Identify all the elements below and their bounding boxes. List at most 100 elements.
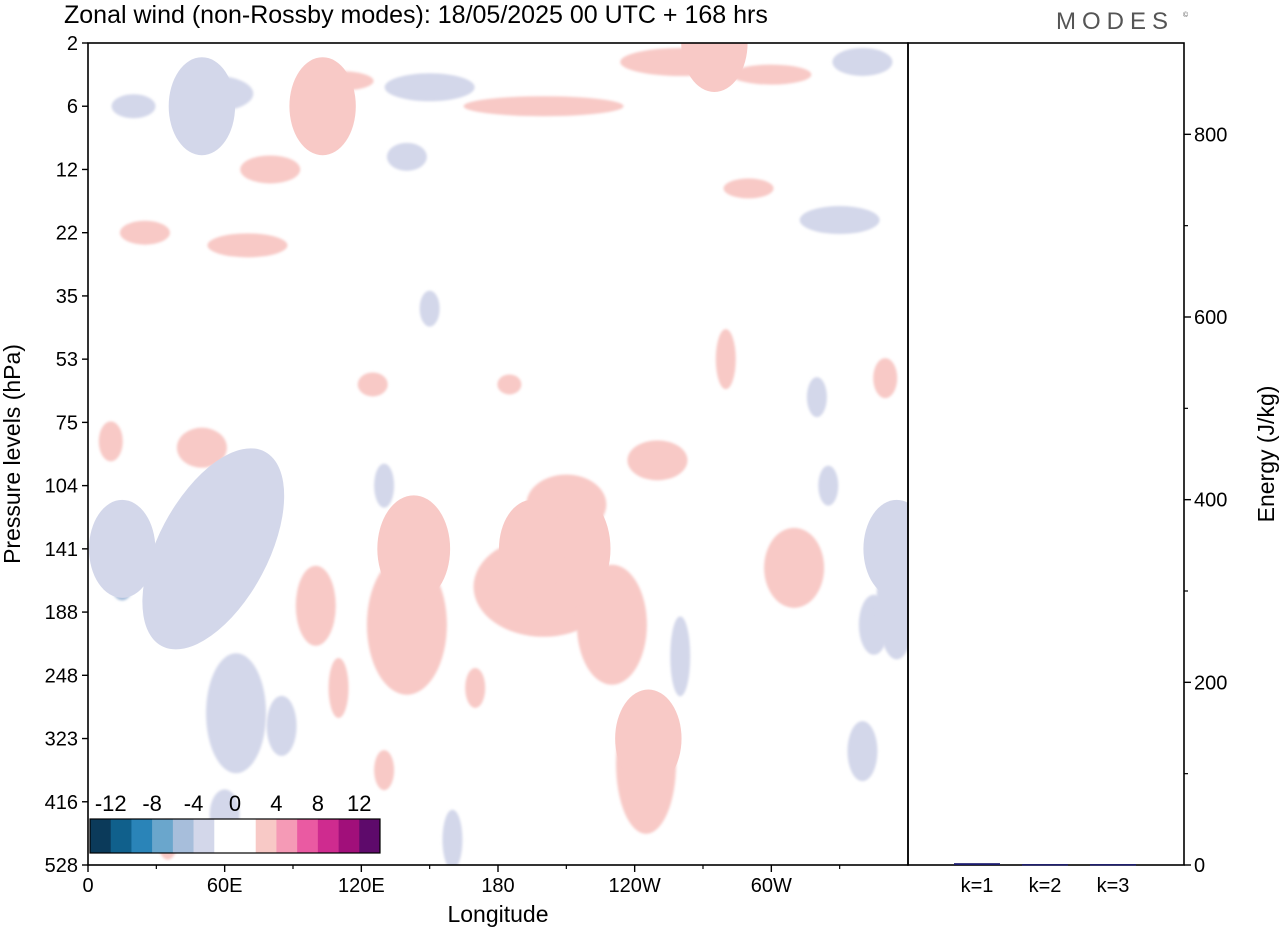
y-tick-label: 188 (45, 602, 78, 624)
contour-level (681, 43, 748, 92)
contour-patch (207, 233, 288, 258)
contour-level (142, 448, 285, 650)
contour-level (377, 495, 451, 603)
energy-bar (1090, 864, 1136, 866)
energy-bar-label: k=1 (961, 875, 994, 897)
contour-patch (764, 527, 825, 608)
colorbar-label: 12 (347, 791, 371, 816)
colorbar-label: 0 (229, 791, 241, 816)
energy-tick-label: 400 (1194, 490, 1227, 512)
contour-patch (374, 750, 395, 791)
colorbar-swatch (90, 819, 112, 853)
colorbar-swatch (193, 819, 215, 853)
colorbar-swatch (110, 819, 132, 853)
y-tick-label: 53 (56, 349, 78, 371)
energy-tick-label: 800 (1194, 124, 1227, 146)
energy-bar (954, 863, 1000, 865)
x-tick-label: 120W (609, 875, 661, 897)
contour-patch (818, 465, 839, 506)
y-axis-title: Pressure levels (hPa) (0, 344, 25, 564)
colorbar-swatch (255, 819, 277, 853)
colorbar-swatch (235, 819, 257, 853)
y-tick-label: 528 (45, 855, 78, 877)
colorbar-swatch (338, 819, 360, 853)
y-tick-label: 104 (45, 476, 78, 498)
colorbar-label: -8 (142, 791, 162, 816)
contour-patch (419, 290, 440, 327)
x-tick-label: 120E (338, 875, 385, 897)
colorbar-label: -4 (184, 791, 204, 816)
contour-level (168, 57, 236, 156)
colorbar-label: 4 (270, 791, 282, 816)
colorbar-swatch (297, 819, 319, 853)
colorbar: -12 -8 -4 0 4 8 12 (89, 791, 381, 854)
y-tick-label: 35 (56, 286, 78, 308)
colorbar-swatch (317, 819, 339, 853)
contour-patch (806, 377, 827, 418)
chart-title: Zonal wind (non-Rossby modes): 18/05/202… (64, 1, 768, 29)
colorbar-label: 8 (312, 791, 324, 816)
x-tick-label: 60W (751, 875, 792, 897)
modes-logo: MODES (1056, 8, 1175, 35)
colorbar-swatch (152, 819, 174, 853)
contour-patch (386, 142, 427, 171)
contour-level (863, 499, 908, 598)
energy-tick-label: 0 (1194, 855, 1205, 877)
contour-patch (240, 155, 301, 184)
contour-level (88, 499, 156, 598)
contour-patch (799, 206, 880, 235)
contour-patch (384, 73, 475, 102)
contour-patch (295, 565, 336, 646)
contour-patch (119, 220, 170, 245)
contour-patch (731, 64, 812, 85)
x-axis-title: Longitude (447, 901, 548, 927)
y-tick-label: 22 (56, 223, 78, 245)
contour-field (88, 43, 908, 865)
y-tick-label: 75 (56, 412, 78, 434)
energy-bar-label: k=3 (1097, 875, 1130, 897)
colorbar-swatch (276, 819, 298, 853)
colorbar-swatch (359, 819, 381, 853)
energy-bars: k=1 k=2 k=3 (954, 863, 1136, 897)
contour-patch (98, 421, 123, 462)
y-tick-label: 6 (67, 96, 78, 118)
colorbar-swatch (214, 819, 236, 853)
contour-patch (723, 178, 774, 199)
x-tick-label: 0 (82, 875, 93, 897)
energy-bar (1022, 864, 1068, 866)
contour-patch (206, 653, 267, 774)
contour-patch (111, 94, 156, 119)
contour-patch (832, 47, 893, 76)
y-tick-label: 141 (45, 539, 78, 561)
contour-patch (357, 372, 388, 397)
y-tick-label: 416 (45, 792, 78, 814)
contour-patch (176, 427, 227, 468)
contour-patch (442, 809, 463, 865)
contour-level (615, 689, 682, 788)
copyright-mark: © (1183, 12, 1189, 19)
colorbar-swatch (131, 819, 153, 853)
y-tick-label: 248 (45, 665, 78, 687)
y-tick-label: 323 (45, 729, 78, 751)
colorbar-swatch (172, 819, 194, 853)
x-tick-label: 60E (207, 875, 243, 897)
y-tick-label: 2 (67, 33, 78, 55)
bar-frame (907, 42, 1185, 866)
contour-patch (463, 96, 624, 117)
contour-patch (497, 374, 522, 395)
contour-level (289, 57, 356, 156)
contour-patch (266, 695, 297, 756)
energy-axis-title: Energy (J/kg) (1253, 386, 1279, 523)
colorbar-frame (89, 818, 381, 854)
x-tick-label: 180 (481, 875, 514, 897)
y-tick-label: 12 (56, 159, 78, 181)
energy-bar-label: k=2 (1029, 875, 1062, 897)
contour-patch (465, 667, 486, 708)
contour-level (498, 499, 566, 598)
contour-patch (627, 440, 688, 481)
contour-patch (374, 463, 395, 508)
contour-patch (670, 616, 691, 697)
energy-tick-label: 200 (1194, 672, 1227, 694)
